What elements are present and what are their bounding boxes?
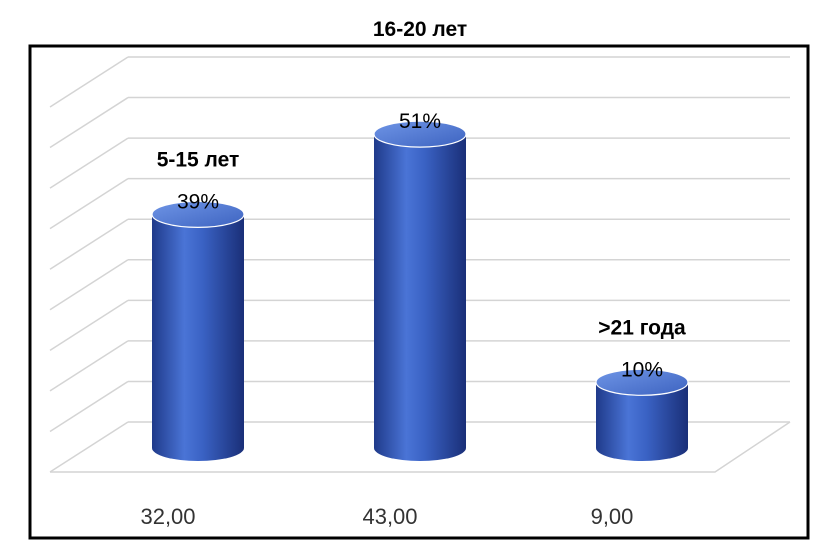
bar-top <box>373 120 467 148</box>
gridline-side <box>49 137 129 189</box>
data-label-percent: 39% <box>177 190 219 213</box>
data-label-percent: 10% <box>621 358 663 381</box>
bar-body <box>596 382 688 461</box>
bar-1 <box>151 200 245 461</box>
floor-edge <box>50 421 791 473</box>
bar-body <box>152 214 244 461</box>
bar-2 <box>373 120 467 461</box>
bar-body <box>374 134 466 461</box>
gridline-side <box>49 340 129 392</box>
gridline-side <box>49 178 129 230</box>
gridline-side <box>49 380 129 433</box>
data-label-name: >21 года <box>598 316 686 339</box>
data-label-name: 5-15 лет <box>157 148 240 171</box>
data-label-percent: 51% <box>399 110 441 133</box>
bar-top <box>595 368 689 396</box>
category-label: 43,00 <box>362 504 417 529</box>
gridline-side <box>49 299 129 351</box>
bar-top <box>151 200 245 228</box>
category-label: 32,00 <box>140 504 195 529</box>
gridline-side <box>49 96 129 149</box>
gridline-side <box>49 56 129 108</box>
label-layer: 5-15 лет 39% 32,00 16-20 лет 51% 43,00 >21 год… <box>140 18 686 529</box>
bar-layer <box>151 120 689 461</box>
plot-frame <box>28 44 810 540</box>
gridline-side <box>49 218 129 270</box>
category-label: 9,00 <box>591 504 634 529</box>
data-label-name: 16-20 лет <box>373 18 467 41</box>
gridline-side <box>49 259 129 311</box>
bar-3 <box>595 368 689 461</box>
gridline-side <box>49 421 129 473</box>
